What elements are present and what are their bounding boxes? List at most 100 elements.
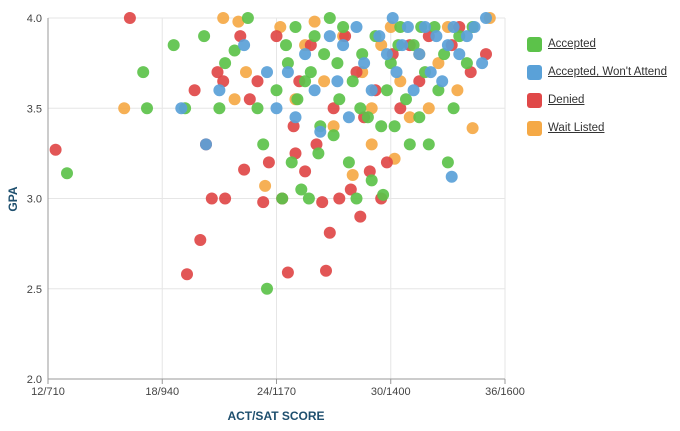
point-denied[interactable] xyxy=(243,93,256,106)
point-accepted-won-t-attend[interactable] xyxy=(213,84,226,97)
point-wait-listed[interactable] xyxy=(118,102,131,115)
point-denied[interactable] xyxy=(413,75,426,88)
point-wait-listed[interactable] xyxy=(375,39,388,52)
point-denied[interactable] xyxy=(194,234,207,246)
point-wait-listed[interactable] xyxy=(274,21,287,33)
point-accepted[interactable] xyxy=(428,21,441,33)
point-accepted-won-t-attend[interactable] xyxy=(453,48,466,61)
point-wait-listed[interactable] xyxy=(346,169,359,181)
point-accepted[interactable] xyxy=(323,12,336,24)
point-denied[interactable] xyxy=(123,12,136,24)
legend-item-accepted[interactable]: Accepted xyxy=(527,30,667,58)
legend-item-accepted-wont-attend[interactable]: Accepted, Won't Attend xyxy=(527,58,667,86)
point-accepted[interactable] xyxy=(413,111,426,124)
point-wait-listed[interactable] xyxy=(466,122,479,135)
point-denied[interactable] xyxy=(316,196,329,209)
point-accepted-won-t-attend[interactable] xyxy=(386,12,399,24)
point-wait-listed[interactable] xyxy=(232,15,245,28)
point-accepted[interactable] xyxy=(407,39,420,52)
point-accepted-won-t-attend[interactable] xyxy=(175,102,188,115)
point-accepted-won-t-attend[interactable] xyxy=(238,39,251,52)
point-accepted[interactable] xyxy=(137,66,150,79)
point-accepted-won-t-attend[interactable] xyxy=(323,30,336,43)
point-denied[interactable] xyxy=(323,226,336,239)
point-wait-listed[interactable] xyxy=(228,93,241,106)
point-accepted[interactable] xyxy=(441,156,454,169)
point-denied[interactable] xyxy=(188,84,201,97)
point-accepted-won-t-attend[interactable] xyxy=(441,39,454,52)
point-accepted-won-t-attend[interactable] xyxy=(460,30,473,43)
point-denied[interactable] xyxy=(299,165,312,178)
point-accepted[interactable] xyxy=(285,156,298,169)
point-denied[interactable] xyxy=(270,30,283,43)
point-accepted-won-t-attend[interactable] xyxy=(396,39,409,52)
point-accepted-won-t-attend[interactable] xyxy=(476,57,489,70)
point-accepted-won-t-attend[interactable] xyxy=(373,30,386,43)
point-accepted[interactable] xyxy=(318,48,331,61)
point-accepted[interactable] xyxy=(308,30,321,43)
point-denied[interactable] xyxy=(251,75,264,88)
point-accepted[interactable] xyxy=(270,84,283,97)
point-denied[interactable] xyxy=(350,66,363,79)
point-accepted[interactable] xyxy=(361,111,374,124)
point-accepted[interactable] xyxy=(257,138,270,151)
point-wait-listed[interactable] xyxy=(365,102,378,115)
point-accepted-won-t-attend[interactable] xyxy=(447,21,460,33)
point-accepted[interactable] xyxy=(403,138,416,151)
point-wait-listed[interactable] xyxy=(432,57,445,70)
point-accepted[interactable] xyxy=(61,167,73,180)
point-wait-listed[interactable] xyxy=(365,138,378,151)
point-denied[interactable] xyxy=(310,138,323,151)
point-wait-listed[interactable] xyxy=(422,102,435,115)
point-denied[interactable] xyxy=(394,102,407,115)
point-accepted-won-t-attend[interactable] xyxy=(299,48,312,61)
point-accepted[interactable] xyxy=(219,57,232,70)
point-accepted[interactable] xyxy=(384,57,397,70)
point-denied[interactable] xyxy=(234,30,247,43)
legend-item-denied[interactable]: Denied xyxy=(527,86,667,114)
point-accepted[interactable] xyxy=(432,84,445,97)
point-accepted-won-t-attend[interactable] xyxy=(419,21,431,33)
point-denied[interactable] xyxy=(287,120,300,133)
point-wait-listed[interactable] xyxy=(394,75,407,88)
point-accepted-won-t-attend[interactable] xyxy=(430,30,443,43)
point-accepted-won-t-attend[interactable] xyxy=(337,39,350,52)
point-accepted[interactable] xyxy=(331,57,344,70)
point-accepted[interactable] xyxy=(302,192,315,205)
point-denied[interactable] xyxy=(219,192,232,205)
point-accepted[interactable] xyxy=(291,93,304,106)
point-accepted-won-t-attend[interactable] xyxy=(358,57,371,70)
point-accepted-won-t-attend[interactable] xyxy=(413,48,426,61)
point-denied[interactable] xyxy=(344,183,357,196)
point-accepted-won-t-attend[interactable] xyxy=(342,111,355,124)
point-denied[interactable] xyxy=(363,165,376,178)
point-wait-listed[interactable] xyxy=(318,75,331,88)
point-denied[interactable] xyxy=(257,196,270,209)
point-accepted-won-t-attend[interactable] xyxy=(281,66,294,79)
point-accepted-won-t-attend[interactable] xyxy=(480,12,492,24)
point-accepted[interactable] xyxy=(342,156,355,169)
point-accepted-won-t-attend[interactable] xyxy=(270,102,283,115)
point-accepted[interactable] xyxy=(141,102,153,115)
legend-item-wait-listed[interactable]: Wait Listed xyxy=(527,114,667,142)
point-wait-listed[interactable] xyxy=(327,120,340,133)
point-accepted[interactable] xyxy=(375,120,388,133)
point-wait-listed[interactable] xyxy=(308,15,321,28)
point-accepted[interactable] xyxy=(354,102,367,115)
point-denied[interactable] xyxy=(464,66,477,79)
point-denied[interactable] xyxy=(211,66,224,79)
point-accepted[interactable] xyxy=(261,282,273,295)
point-denied[interactable] xyxy=(217,75,230,88)
point-accepted-won-t-attend[interactable] xyxy=(289,111,302,124)
point-accepted-won-t-attend[interactable] xyxy=(445,170,458,183)
point-accepted[interactable] xyxy=(281,57,294,70)
point-denied[interactable] xyxy=(205,192,218,205)
point-accepted[interactable] xyxy=(356,48,369,61)
point-accepted[interactable] xyxy=(304,66,317,79)
point-denied[interactable] xyxy=(281,266,294,279)
point-accepted[interactable] xyxy=(327,129,340,142)
point-wait-listed[interactable] xyxy=(240,66,252,79)
point-accepted[interactable] xyxy=(280,39,292,52)
point-wait-listed[interactable] xyxy=(384,21,397,33)
point-accepted[interactable] xyxy=(400,93,412,106)
